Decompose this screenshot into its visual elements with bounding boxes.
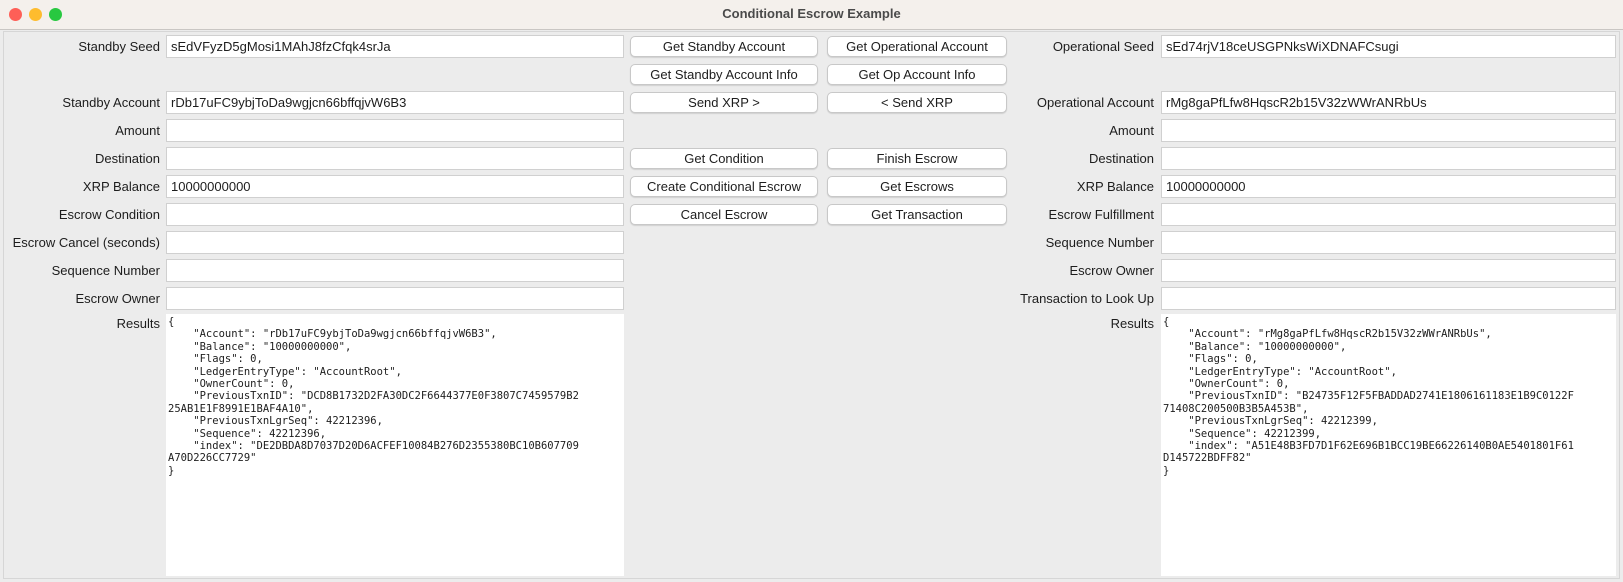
create-conditional-escrow-button[interactable]: Create Conditional Escrow (630, 176, 818, 197)
operational-escrow-fulfillment-input[interactable] (1161, 203, 1616, 226)
operational-amount-input[interactable] (1161, 119, 1616, 142)
standby-standby-seed-input[interactable]: sEdVFyzD5gMosi1MAhJ8fzCfqk4srJa (166, 35, 624, 58)
operational-operational-account-label: Operational Account (1036, 95, 1154, 110)
operational-transaction-to-look-up-label: Transaction to Look Up (1020, 291, 1154, 306)
operational-destination-input[interactable] (1161, 147, 1616, 170)
get-condition-button[interactable]: Get Condition (630, 148, 818, 169)
get-transaction-button[interactable]: Get Transaction (827, 204, 1007, 225)
operational-sequence-number-input[interactable] (1161, 231, 1616, 254)
standby-standby-account-input[interactable]: rDb17uFC9ybjToDa9wgjcn66bffqjvW6B3 (166, 91, 624, 114)
standby-destination-input[interactable] (166, 147, 624, 170)
get-standby-account-button[interactable]: Get Standby Account (630, 36, 818, 57)
standby-sequence-number-input[interactable] (166, 259, 624, 282)
standby-xrp-balance-label: XRP Balance (82, 179, 160, 194)
standby-amount-label: Amount (115, 123, 160, 138)
minimize-window-button[interactable] (29, 8, 42, 21)
operational-xrp-balance-input[interactable]: 10000000000 (1161, 175, 1616, 198)
standby-results-text[interactable]: { "Account": "rDb17uFC9ybjToDa9wgjcn66bf… (166, 314, 624, 576)
operational-destination-label: Destination (1088, 151, 1154, 166)
operational-results-label: Results (1110, 316, 1154, 331)
get-standby-account-info-button[interactable]: Get Standby Account Info (630, 64, 818, 85)
standby-escrow-condition-label: Escrow Condition (58, 207, 160, 222)
standby-standby-seed-label: Standby Seed (78, 39, 160, 54)
get-operational-account-button[interactable]: Get Operational Account (827, 36, 1007, 57)
zoom-window-button[interactable] (49, 8, 62, 21)
window-title: Conditional Escrow Example (722, 6, 901, 21)
standby-xrp-balance-input[interactable]: 10000000000 (166, 175, 624, 198)
standby-escrow-owner-input[interactable] (166, 287, 624, 310)
operational-escrow-fulfillment-label: Escrow Fulfillment (1048, 207, 1154, 222)
operational-operational-seed-input[interactable]: sEd74rjV18ceUSGPNksWiXDNAFCsugi (1161, 35, 1616, 58)
standby-escrow-cancel-seconds-label: Escrow Cancel (seconds) (12, 235, 160, 250)
close-window-button[interactable] (9, 8, 22, 21)
operational-operational-seed-label: Operational Seed (1052, 39, 1154, 54)
operational-results-text[interactable]: { "Account": "rMg8gaPfLfw8HqscR2b15V32zW… (1161, 314, 1616, 576)
standby-standby-account-label: Standby Account (62, 95, 160, 110)
standby-destination-label: Destination (94, 151, 160, 166)
standby-results-label: Results (116, 316, 160, 331)
standby-sequence-number-label: Sequence Number (51, 263, 160, 278)
operational-escrow-owner-label: Escrow Owner (1069, 263, 1154, 278)
operational-operational-account-input[interactable]: rMg8gaPfLfw8HqscR2b15V32zWWrANRbUs (1161, 91, 1616, 114)
get-escrows-button[interactable]: Get Escrows (827, 176, 1007, 197)
operational-escrow-owner-input[interactable] (1161, 259, 1616, 282)
send-xrp-to-standby-button[interactable]: < Send XRP (827, 92, 1007, 113)
send-xrp-to-operational-button[interactable]: Send XRP > (630, 92, 818, 113)
operational-sequence-number-label: Sequence Number (1045, 235, 1154, 250)
standby-escrow-owner-label: Escrow Owner (75, 291, 160, 306)
operational-xrp-balance-label: XRP Balance (1076, 179, 1154, 194)
finish-escrow-button[interactable]: Finish Escrow (827, 148, 1007, 169)
cancel-escrow-button[interactable]: Cancel Escrow (630, 204, 818, 225)
operational-transaction-to-look-up-input[interactable] (1161, 287, 1616, 310)
standby-escrow-cancel-seconds-input[interactable] (166, 231, 624, 254)
standby-amount-input[interactable] (166, 119, 624, 142)
standby-escrow-condition-input[interactable] (166, 203, 624, 226)
operational-amount-label: Amount (1109, 123, 1154, 138)
title-bar: Conditional Escrow Example (0, 0, 1623, 30)
get-op-account-info-button[interactable]: Get Op Account Info (827, 64, 1007, 85)
